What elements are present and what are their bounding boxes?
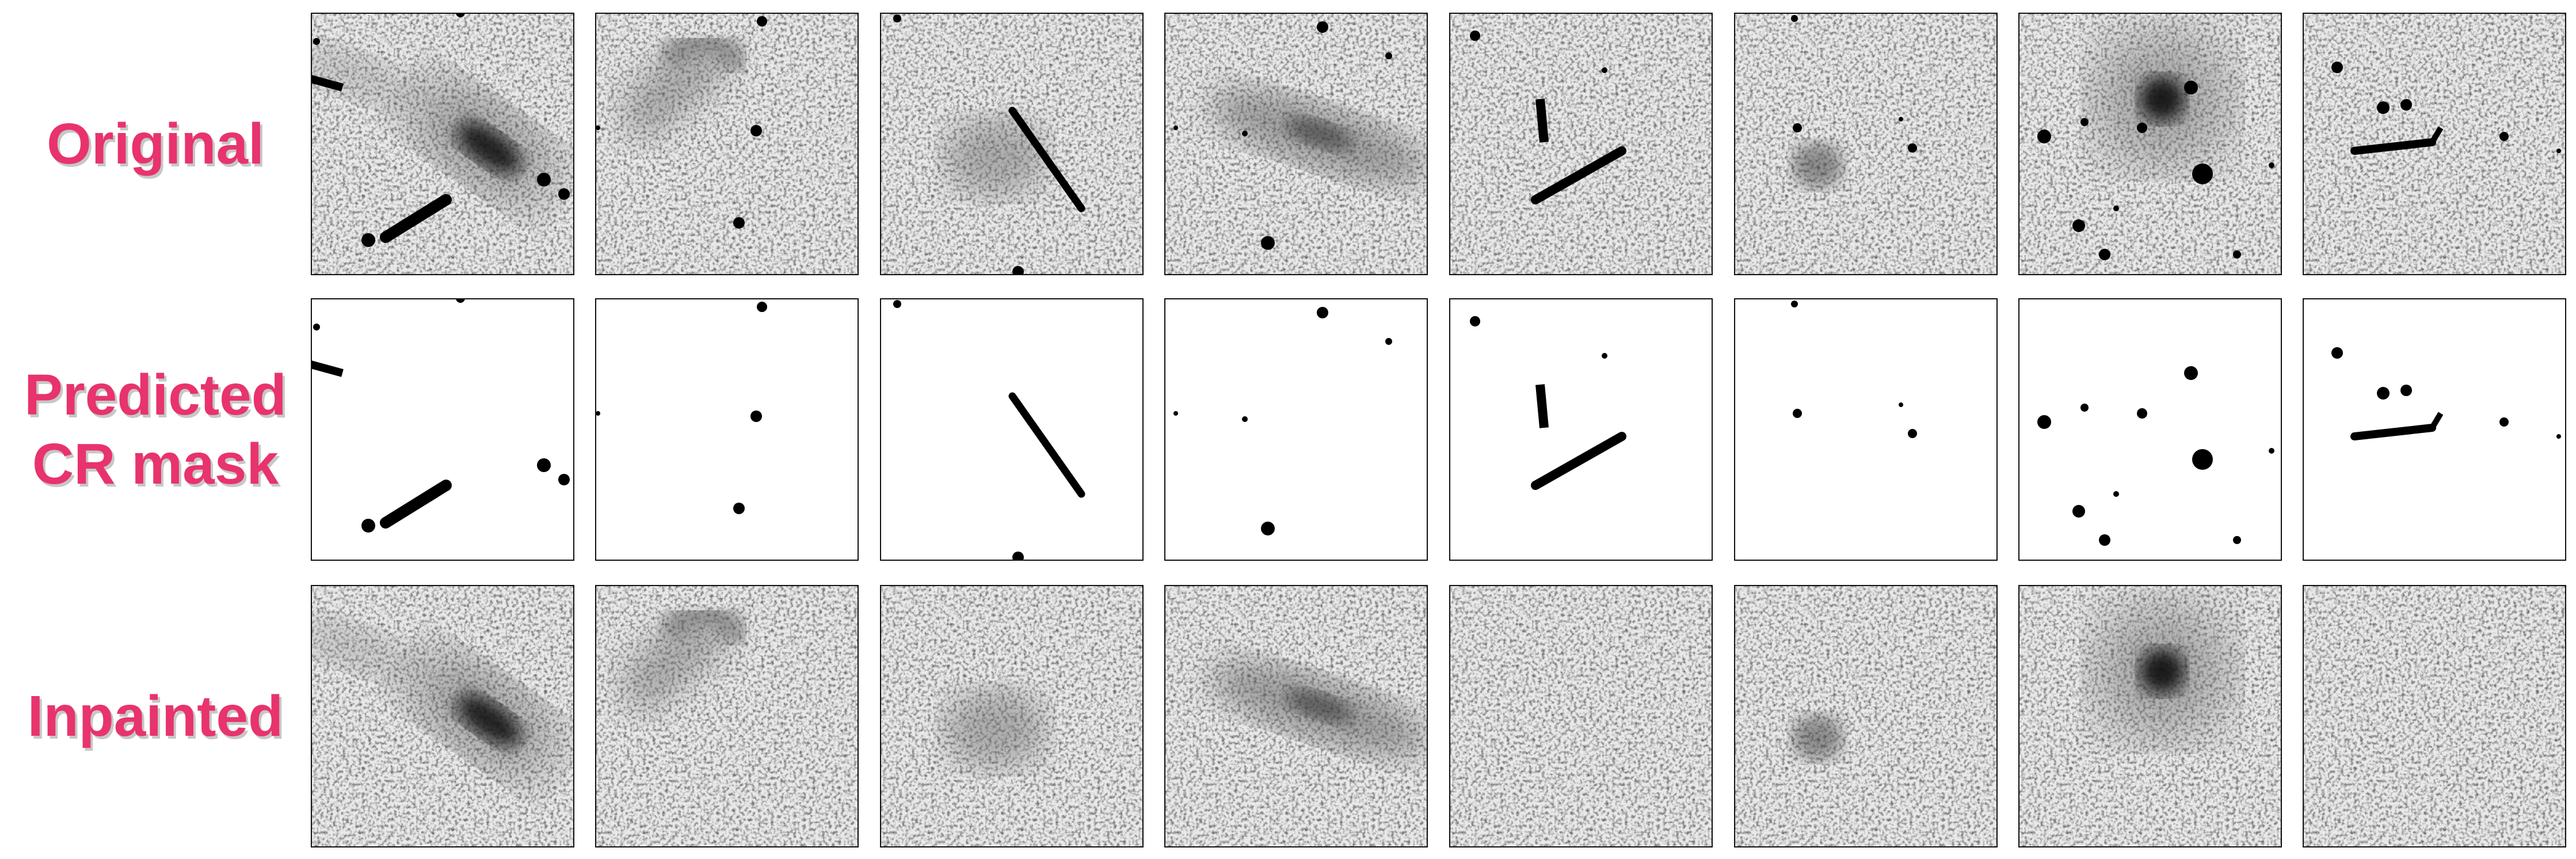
tile-border xyxy=(2303,298,2566,561)
tile-border xyxy=(595,298,859,561)
cosmic-ray-mask-7 xyxy=(2037,366,2274,546)
tile-border xyxy=(1734,13,1998,275)
tile-original-5 xyxy=(1449,13,1713,275)
tile-mask-5 xyxy=(1449,298,1713,561)
tile-original-8 xyxy=(2303,13,2566,275)
tile-border xyxy=(595,13,859,275)
tile-border xyxy=(595,585,859,847)
cosmic-ray-mask-2 xyxy=(596,302,767,514)
noise-texture xyxy=(1449,13,1713,275)
tile-border xyxy=(2018,298,2282,561)
tile-mask-8 xyxy=(2303,298,2566,561)
galaxy-6 xyxy=(1792,142,1843,188)
cosmic-ray-hits-4 xyxy=(1173,21,1392,250)
tile-border xyxy=(1164,13,1428,275)
tile-original-7 xyxy=(2018,13,2282,275)
galaxy-1 xyxy=(311,45,558,202)
tile-inpainted-3 xyxy=(880,585,1144,847)
tile-original-6 xyxy=(1734,13,1998,275)
cosmic-ray-mask-6 xyxy=(1791,301,1917,438)
tile-original-2 xyxy=(595,13,859,275)
cosmic-ray-hits-3 xyxy=(893,14,1085,275)
tile-inpainted-5 xyxy=(1449,585,1713,847)
tile-border xyxy=(2303,13,2566,275)
tile-inpainted-4 xyxy=(1164,585,1428,847)
tile-border xyxy=(880,298,1144,561)
galaxy-4 xyxy=(1210,90,1428,183)
galaxy-2 xyxy=(618,29,750,146)
cosmic-ray-hits-2 xyxy=(596,16,767,229)
tile-border xyxy=(1449,298,1713,561)
tile-mask-7 xyxy=(2018,298,2282,561)
cosmic-ray-mask-4 xyxy=(1173,307,1392,535)
cosmic-ray-mask-8 xyxy=(2331,347,2561,440)
tile-border xyxy=(1164,585,1428,847)
tile-mask-4 xyxy=(1164,298,1428,561)
noise-texture xyxy=(1449,585,1713,847)
tile-border xyxy=(1734,298,1998,561)
galaxy-3 xyxy=(943,116,1047,197)
galaxy-4 xyxy=(1210,662,1428,755)
tile-original-4 xyxy=(1164,13,1428,275)
row-label-inpainted-text: Inpainted xyxy=(27,684,284,748)
galaxy-2 xyxy=(618,602,750,717)
tile-border xyxy=(311,585,574,847)
row-label-predicted-line2: CR mask xyxy=(32,432,279,496)
galaxy-1 xyxy=(311,617,558,774)
galaxy-7 xyxy=(2093,30,2231,168)
tile-border xyxy=(1449,585,1713,847)
noise-texture xyxy=(1734,13,1998,275)
cosmic-ray-hits-6 xyxy=(1791,15,1917,153)
cosmic-ray-hits-8 xyxy=(2331,62,2561,155)
cosmic-ray-mask-3 xyxy=(893,300,1085,561)
cosmic-ray-mask-1 xyxy=(311,298,570,533)
tile-inpainted-8 xyxy=(2303,585,2566,847)
tile-original-1 xyxy=(311,13,574,275)
tile-inpainted-7 xyxy=(2018,585,2282,847)
noise-texture xyxy=(2303,585,2566,847)
tile-border xyxy=(1449,13,1713,275)
tile-inpainted-1 xyxy=(311,585,574,847)
tile-border xyxy=(2018,13,2282,275)
galaxy-3 xyxy=(943,689,1047,769)
row-label-original: Original xyxy=(0,13,311,275)
tile-border xyxy=(880,13,1144,275)
tile-mask-6 xyxy=(1734,298,1998,561)
tile-original-3 xyxy=(880,13,1144,275)
cosmic-ray-hits-5 xyxy=(1470,31,1626,204)
row-label-predicted-mask: Predicted CR mask xyxy=(0,298,311,561)
tile-border xyxy=(2018,585,2282,847)
tile-border xyxy=(1734,585,1998,847)
row-label-predicted-line1: Predicted xyxy=(24,363,287,427)
tile-border xyxy=(2303,585,2566,847)
noise-texture xyxy=(1734,585,1998,847)
tile-border xyxy=(1164,298,1428,561)
galaxy-6 xyxy=(1792,714,1843,761)
tile-mask-2 xyxy=(595,298,859,561)
tile-border xyxy=(880,585,1144,847)
row-label-original-text: Original xyxy=(47,112,264,176)
tile-border xyxy=(311,298,574,561)
cosmic-ray-hits-7 xyxy=(2037,81,2274,260)
tile-mask-3 xyxy=(880,298,1144,561)
tile-mask-1 xyxy=(311,298,574,561)
tile-border xyxy=(311,13,574,275)
cosmic-ray-mask-5 xyxy=(1470,316,1626,490)
tile-inpainted-2 xyxy=(595,585,859,847)
row-label-inpainted: Inpainted xyxy=(0,585,311,847)
galaxy-7 xyxy=(2093,602,2231,740)
tile-inpainted-6 xyxy=(1734,585,1998,847)
